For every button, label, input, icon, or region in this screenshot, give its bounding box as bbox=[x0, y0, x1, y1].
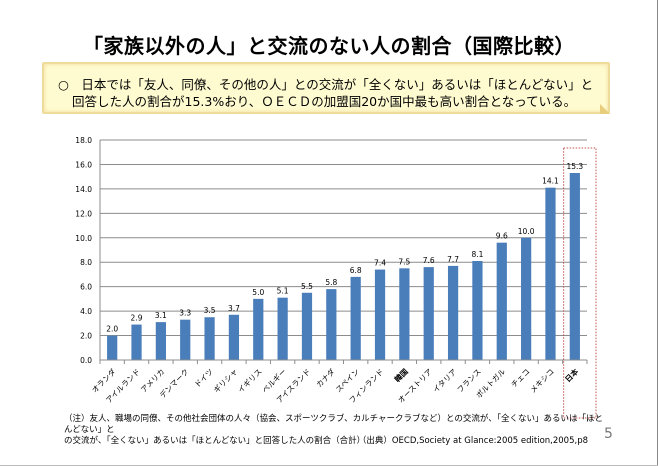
bar bbox=[399, 268, 410, 360]
data-label: 14.1 bbox=[542, 177, 559, 186]
footnote-line-2: の交流が、「全くない」あるいは「ほとんどない」と回答した人の割合（合計） bbox=[64, 436, 366, 446]
bar bbox=[253, 298, 264, 360]
category-label: 韓国 bbox=[392, 366, 410, 384]
page-number: 5 bbox=[604, 426, 613, 442]
data-label: 10.0 bbox=[518, 227, 535, 236]
footnote: （注）友人、職場の同僚、その他社会団体の人々（協会、スポーツクラブ、カルチャーク… bbox=[64, 414, 604, 447]
y-tick-label: 2.0 bbox=[80, 332, 92, 341]
bar bbox=[569, 173, 580, 360]
bar bbox=[423, 267, 434, 360]
category-label: イギリス bbox=[236, 367, 264, 395]
bar bbox=[374, 269, 386, 360]
data-label: 3.1 bbox=[155, 311, 167, 320]
category-label: カナダ bbox=[314, 366, 337, 389]
bar bbox=[228, 314, 240, 360]
data-label: 15.3 bbox=[566, 162, 583, 171]
y-tick-label: 8.0 bbox=[80, 258, 92, 267]
data-label: 3.7 bbox=[228, 304, 240, 313]
bar bbox=[496, 242, 507, 360]
category-label: メキシコ bbox=[528, 367, 556, 395]
slide-title: 「家族以外の人」と交流のない人の割合（国際比較） bbox=[83, 34, 575, 58]
summary-line-2: 回答した人の割合が15.3%おり、ＯＥＣＤの加盟国20か国中最も高い割合となって… bbox=[72, 94, 577, 109]
bar bbox=[277, 297, 288, 360]
data-label: 5.1 bbox=[277, 287, 289, 296]
category-label: ギリシャ bbox=[212, 367, 240, 395]
y-tick-label: 18.0 bbox=[75, 136, 92, 145]
y-tick-label: 14.0 bbox=[75, 185, 92, 194]
category-label: イタリア bbox=[431, 367, 458, 394]
folded-corner-decoration bbox=[600, 104, 610, 114]
data-label: 2.9 bbox=[131, 314, 143, 323]
data-label: 9.6 bbox=[496, 232, 508, 241]
bar bbox=[204, 317, 215, 360]
data-label: 6.8 bbox=[350, 266, 362, 275]
data-label: 8.1 bbox=[471, 250, 483, 259]
y-tick-label: 0.0 bbox=[80, 356, 92, 365]
bar bbox=[107, 335, 118, 360]
bar bbox=[131, 324, 142, 360]
bar bbox=[180, 319, 191, 360]
data-label: 5.8 bbox=[325, 278, 337, 287]
bar bbox=[521, 237, 532, 360]
source-citation: （出典）OECD,Society at Glance:2005 edition,… bbox=[357, 436, 588, 446]
y-tick-label: 12.0 bbox=[75, 209, 92, 218]
data-label: 7.4 bbox=[374, 259, 386, 268]
summary-box: ○ 日本では「友人、同僚、その他の人」との交流が「全くない」あるいは「ほとんどな… bbox=[42, 62, 610, 114]
bar bbox=[472, 261, 483, 360]
bar bbox=[301, 292, 313, 360]
data-label: 3.5 bbox=[204, 306, 216, 315]
japan-highlight-box bbox=[563, 147, 597, 419]
y-tick-label: 10.0 bbox=[75, 234, 92, 243]
data-label: 2.0 bbox=[106, 325, 118, 334]
y-tick-label: 16.0 bbox=[75, 160, 92, 169]
category-label: ドイツ bbox=[193, 367, 215, 389]
y-tick-label: 4.0 bbox=[80, 307, 92, 316]
bar bbox=[326, 289, 337, 360]
data-label: 7.7 bbox=[447, 255, 459, 264]
data-label: 3.3 bbox=[179, 309, 191, 318]
data-label: 5.5 bbox=[301, 282, 313, 291]
category-label: チェコ bbox=[509, 367, 531, 389]
summary-line-1: ○ 日本では「友人、同僚、その他の人」との交流が「全くない」あるいは「ほとんどな… bbox=[58, 77, 594, 92]
category-label: 日本 bbox=[563, 366, 581, 384]
bar bbox=[447, 265, 459, 360]
data-label: 5.0 bbox=[252, 288, 264, 297]
bar bbox=[155, 322, 166, 360]
footnote-line-1: （注）友人、職場の同僚、その他社会団体の人々（協会、スポーツクラブ、カルチャーク… bbox=[64, 414, 603, 435]
y-tick-label: 6.0 bbox=[80, 283, 92, 292]
data-label: 7.5 bbox=[398, 257, 410, 266]
bar bbox=[350, 276, 361, 360]
bar bbox=[545, 187, 556, 360]
data-label: 7.6 bbox=[423, 256, 435, 265]
